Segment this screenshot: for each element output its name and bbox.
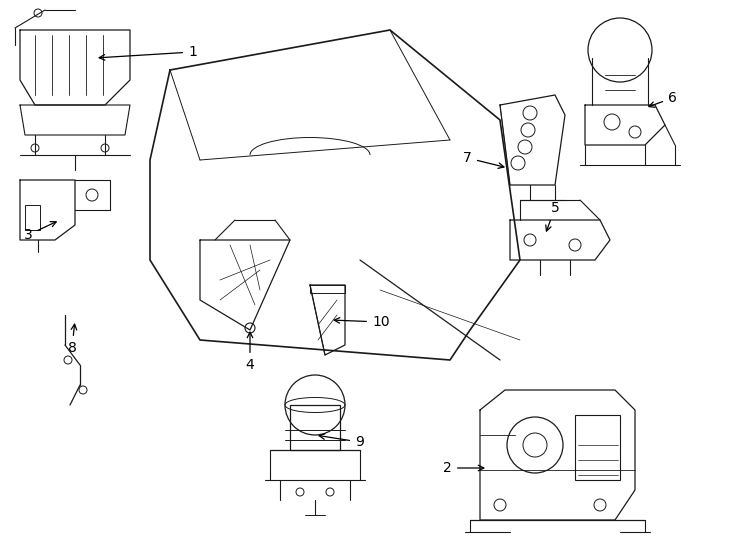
Text: 6: 6 <box>649 91 677 107</box>
Text: 1: 1 <box>99 45 197 60</box>
Text: 2: 2 <box>443 461 484 475</box>
Text: 9: 9 <box>319 434 364 449</box>
Text: 4: 4 <box>246 332 255 372</box>
Text: 8: 8 <box>68 324 77 355</box>
Bar <box>290 405 340 450</box>
Text: 10: 10 <box>334 315 390 329</box>
Text: 7: 7 <box>463 151 504 168</box>
Bar <box>25 205 40 230</box>
Bar <box>575 415 620 480</box>
Bar <box>310 285 345 293</box>
Text: 3: 3 <box>23 221 57 242</box>
Text: 5: 5 <box>546 201 559 231</box>
